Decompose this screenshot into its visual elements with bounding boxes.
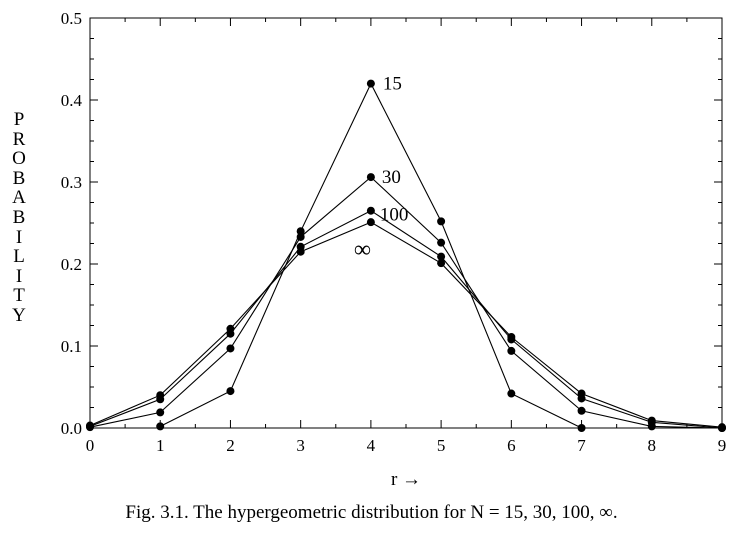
y-tick-label: 0.0 — [61, 419, 82, 438]
data-point — [507, 332, 516, 341]
data-point — [507, 346, 516, 355]
y-axis-label-letter: B — [12, 167, 26, 189]
data-point — [156, 391, 165, 400]
x-tick-label: 8 — [648, 436, 657, 455]
x-tick-label: 0 — [86, 436, 95, 455]
series-points — [86, 79, 726, 432]
x-tick-label: 2 — [226, 436, 235, 455]
y-axis-label-letter: Y — [12, 304, 26, 326]
data-point — [226, 387, 235, 396]
data-point — [366, 79, 375, 88]
series-label: ∞ — [354, 237, 371, 263]
y-axis-label-letter: R — [12, 128, 26, 150]
x-tick-label: 3 — [296, 436, 305, 455]
x-tick-label: 4 — [367, 436, 376, 455]
y-axis-label-letter: I — [15, 265, 23, 287]
series-line-100 — [89, 210, 723, 429]
y-tick-label: 0.2 — [61, 255, 82, 274]
x-tick-label: 6 — [507, 436, 516, 455]
y-axis-label-letter: I — [15, 226, 23, 248]
figure-caption: Fig. 3.1. The hypergeometric distributio… — [125, 502, 618, 523]
series-lines — [89, 82, 723, 429]
y-axis-label-letter: A — [12, 187, 26, 209]
data-point — [647, 416, 656, 425]
y-axis-label-letter: P — [13, 109, 25, 130]
x-tick-label: 1 — [156, 436, 165, 455]
x-axis-label: r → — [391, 469, 421, 490]
y-tick-label: 0.3 — [61, 173, 82, 192]
data-point — [296, 247, 305, 256]
y-axis-label-letter: B — [12, 206, 26, 228]
y-axis-label-letter: O — [12, 148, 26, 170]
y-tick-label: 0.1 — [61, 337, 82, 356]
data-point — [226, 324, 235, 333]
data-point — [577, 406, 586, 415]
data-point — [86, 421, 94, 430]
series-label: 30 — [382, 167, 401, 188]
y-tick-label: 0.4 — [61, 91, 83, 110]
data-point — [507, 389, 516, 398]
y-axis-label-letter: T — [13, 285, 25, 307]
x-tick-label: 7 — [577, 436, 586, 455]
data-point — [156, 408, 165, 417]
x-tick-label: 5 — [437, 436, 446, 455]
series-line-30 — [89, 176, 723, 429]
series-label: 15 — [383, 74, 402, 95]
y-axis-label-letter: L — [13, 246, 25, 268]
data-point — [437, 259, 446, 268]
x-tick-label: 9 — [718, 436, 727, 455]
data-point — [296, 232, 305, 241]
data-point — [437, 238, 446, 247]
data-point — [437, 252, 446, 261]
data-point — [366, 218, 375, 227]
series-labels: 15 30 100 ∞ — [354, 74, 409, 264]
series-label: 100 — [380, 205, 409, 226]
axis-ticks: 0 1 2 3 4 5 6 7 8 9 0.0 0.1 0.2 0.3 0.4 0.5 — [61, 9, 727, 455]
data-point — [437, 217, 446, 226]
data-point — [296, 227, 305, 236]
data-point — [366, 173, 375, 182]
data-point — [156, 422, 165, 431]
data-point — [718, 423, 726, 432]
y-tick-label: 0.5 — [61, 9, 82, 28]
data-point — [577, 424, 586, 432]
data-point — [226, 344, 235, 353]
data-point — [366, 206, 375, 215]
data-point — [577, 389, 586, 398]
series-line-∞ — [89, 221, 723, 428]
